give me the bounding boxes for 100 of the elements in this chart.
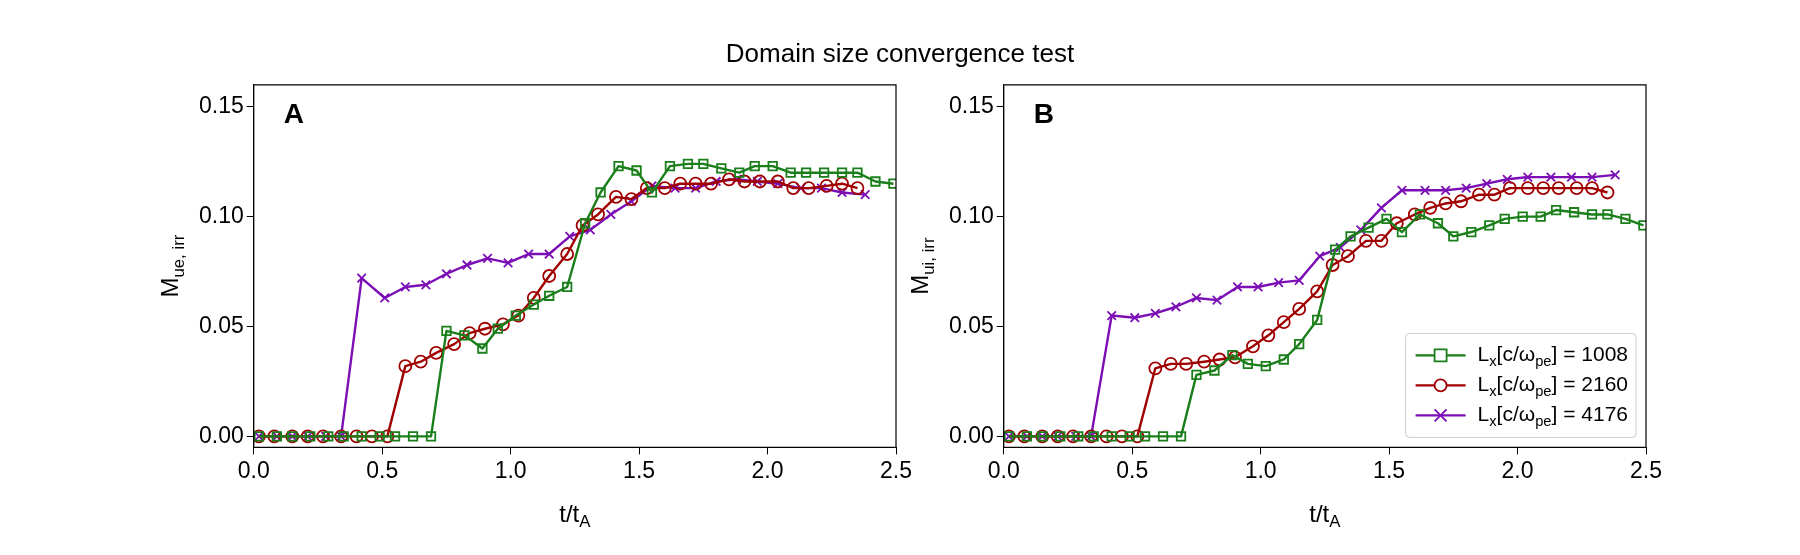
point [1484,220,1495,231]
point [752,176,763,187]
point [852,167,863,178]
point [511,308,526,323]
point [1381,213,1392,224]
point [1432,218,1444,229]
point [1396,226,1408,238]
point [1066,429,1081,444]
point [1294,275,1305,286]
point [767,160,778,172]
point [1163,356,1178,371]
point [1440,185,1451,196]
point [673,176,688,191]
point [749,160,760,172]
point [462,326,477,341]
point [752,174,767,189]
y-tick-label: 0.10 [949,202,994,228]
point [316,429,331,444]
point [1499,213,1510,224]
x-tick-label: 1.0 [1244,456,1277,483]
point [639,181,654,195]
point [800,167,812,178]
point [1585,181,1599,195]
point [1170,301,1182,312]
point [836,167,848,178]
point [1130,429,1145,444]
y-tick-label: 0.10 [199,202,244,228]
y-tick-label: 0.15 [949,92,994,119]
point [1276,315,1291,330]
point [1150,308,1161,319]
point [631,165,642,176]
point [785,167,796,178]
point [688,176,703,191]
y-tick-label: 0.15 [199,92,244,119]
point [1414,209,1426,220]
point [1359,233,1373,248]
point [1246,339,1260,354]
point [722,172,736,187]
point [510,310,521,321]
x-tick-label: 2.0 [1501,456,1534,483]
point [657,181,672,195]
y-axis-title: Mue, irr [156,234,188,298]
point [1502,181,1517,195]
point [1227,349,1238,361]
point [477,343,488,354]
point [1569,181,1584,195]
point [526,291,541,305]
point [425,431,437,442]
x-tick-label: 0.5 [1116,456,1149,483]
x-tick-label: 2.0 [751,456,784,483]
point [770,174,785,189]
point [605,209,616,220]
point [1407,207,1422,222]
point [1550,204,1562,216]
point [816,182,827,194]
point [562,281,573,293]
point [734,167,745,178]
point [1535,211,1546,222]
point [860,189,871,200]
point [1017,429,1032,444]
point [461,259,473,271]
x-tick-label: 0.5 [366,456,399,483]
point [459,330,470,341]
point [267,429,282,444]
x-tick-label: 1.0 [494,456,527,483]
point [492,323,503,334]
point [1228,350,1242,365]
point [1179,356,1194,371]
annotation: A [283,97,304,129]
point [664,160,676,172]
point [1522,171,1533,183]
point [591,207,605,222]
point [1481,178,1492,189]
point [564,231,575,242]
point [1191,369,1202,381]
point [1273,277,1284,288]
point [737,174,752,189]
point [1345,231,1356,242]
point [1294,338,1305,350]
point [711,176,722,187]
point [1536,181,1551,195]
y-axis-title: Mui, irr [906,237,938,295]
point [1602,209,1613,220]
point [1191,292,1202,304]
point [413,354,428,369]
point [1545,171,1557,183]
point [1487,187,1502,202]
point [704,176,718,191]
point [870,176,881,187]
point [819,178,834,193]
point [1472,187,1486,202]
point [772,178,783,189]
point [1502,174,1513,185]
point [356,431,367,442]
point [365,429,379,444]
point [1363,222,1374,233]
point [560,247,575,261]
point [835,176,849,191]
point [1517,211,1528,222]
point [1419,185,1431,196]
